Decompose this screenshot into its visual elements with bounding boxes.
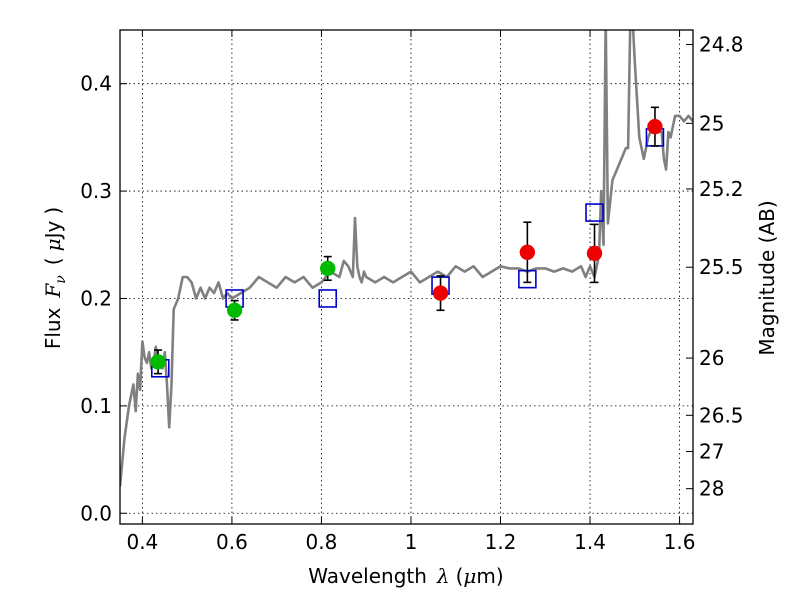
y-axis-title-symbol: F	[41, 283, 65, 299]
photometry-point	[647, 118, 663, 135]
y-tick-label: 0.2	[80, 286, 112, 310]
x-tick-label: 0.4	[126, 530, 158, 554]
photometry-point	[226, 302, 243, 319]
y2-tick-label: 25.5	[699, 255, 744, 279]
sed-model-line	[120, 30, 693, 487]
photometry-point	[150, 354, 166, 370]
y2-tick-label: 26.5	[699, 403, 744, 427]
y-tick-labels: 0.0 0.1 0.2 0.3 0.4	[80, 72, 112, 526]
y2-tick-label: 25	[699, 111, 724, 135]
photometry-point	[319, 260, 336, 277]
y-axis-title-unit-mu: μ	[41, 238, 65, 251]
model-square-marker	[585, 203, 604, 222]
photometry-point	[586, 245, 603, 262]
photometry-point	[432, 285, 449, 301]
y-tick-label: 0.1	[80, 394, 112, 418]
series-layer	[120, 30, 693, 487]
x-axis-title-unit-mu: μ	[463, 564, 476, 588]
x-tick-label: 1.6	[664, 530, 696, 554]
x-axis-title-unit-open: (	[456, 564, 464, 588]
x-tick-label: 1	[405, 530, 418, 554]
y-tick-label: 0.4	[80, 72, 112, 96]
y2-tick-labels: 24.8 25 25.2 25.5 26 26.5 27 28	[699, 32, 744, 500]
ticks	[120, 30, 693, 524]
y2-tick-label: 24.8	[699, 32, 744, 56]
y2-tick-label: 28	[699, 477, 724, 501]
y-axis-title-unit-rest: Jy	[41, 220, 65, 240]
x-tick-label: 1.2	[485, 530, 517, 554]
y-tick-label: 0.3	[80, 179, 112, 203]
points-layer	[150, 106, 665, 378]
x-tick-label: 1.4	[574, 530, 606, 554]
photometry-point	[519, 244, 536, 261]
x-axis-title-symbol: λ	[436, 564, 450, 588]
y-axis-title-unit-close: )	[41, 207, 65, 215]
x-axis-title-main: Wavelength	[308, 564, 427, 588]
x-axis-title-unit-rest: m)	[476, 564, 503, 588]
plot-frame	[119, 29, 694, 525]
y2-tick-label: 27	[699, 440, 724, 464]
y-axis-title-main: Flux	[41, 307, 65, 349]
y2-axis-title: Magnitude (AB)	[755, 200, 779, 355]
x-tick-labels: 0.4 0.6 0.8 1 1.2 1.4 1.6	[126, 530, 695, 554]
model-square-marker	[318, 289, 338, 308]
y-axis-title: Flux Fν ( μJy)	[41, 207, 69, 349]
y-axis-title-unit-open: (	[41, 257, 65, 265]
x-tick-label: 0.8	[306, 530, 338, 554]
y-axis-title-subscript: ν	[53, 275, 69, 284]
x-tick-label: 0.6	[216, 530, 248, 554]
grid	[120, 30, 693, 524]
y2-tick-label: 26	[699, 346, 724, 370]
y-tick-label: 0.0	[80, 501, 112, 525]
x-axis-title: Wavelength λ (μm)	[308, 564, 503, 588]
y2-tick-label: 25.2	[699, 177, 744, 201]
